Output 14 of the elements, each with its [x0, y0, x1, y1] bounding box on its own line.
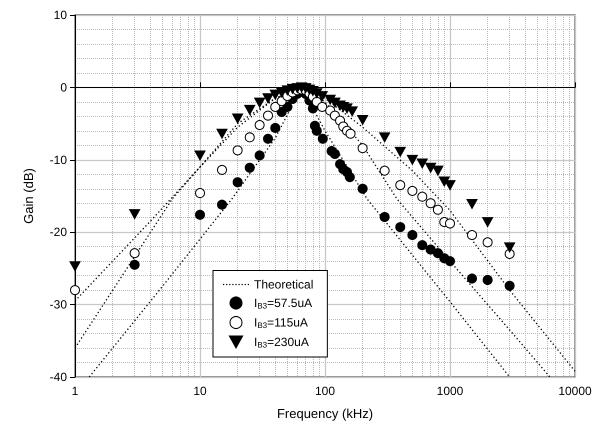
y-tick-label: 10: [54, 8, 68, 22]
x-axis-title: Frequency (kHz): [276, 406, 374, 421]
y-tick-label: 0: [60, 80, 68, 94]
y-tick-label: -30: [50, 298, 68, 312]
legend-label: Theoretical: [254, 278, 314, 292]
x-tick-label: 1: [72, 384, 79, 398]
x-tick-label: 1000: [436, 384, 464, 398]
y-tick-label: -40: [50, 370, 68, 384]
y-tick-label: -20: [50, 225, 68, 240]
x-tick-label: 10: [193, 384, 207, 398]
y-tick-label: -10: [50, 152, 68, 167]
y-axis-title: Gain (dB): [21, 168, 36, 224]
x-tick-label: 100: [314, 384, 336, 398]
x-tick-label: 10000: [558, 384, 592, 398]
